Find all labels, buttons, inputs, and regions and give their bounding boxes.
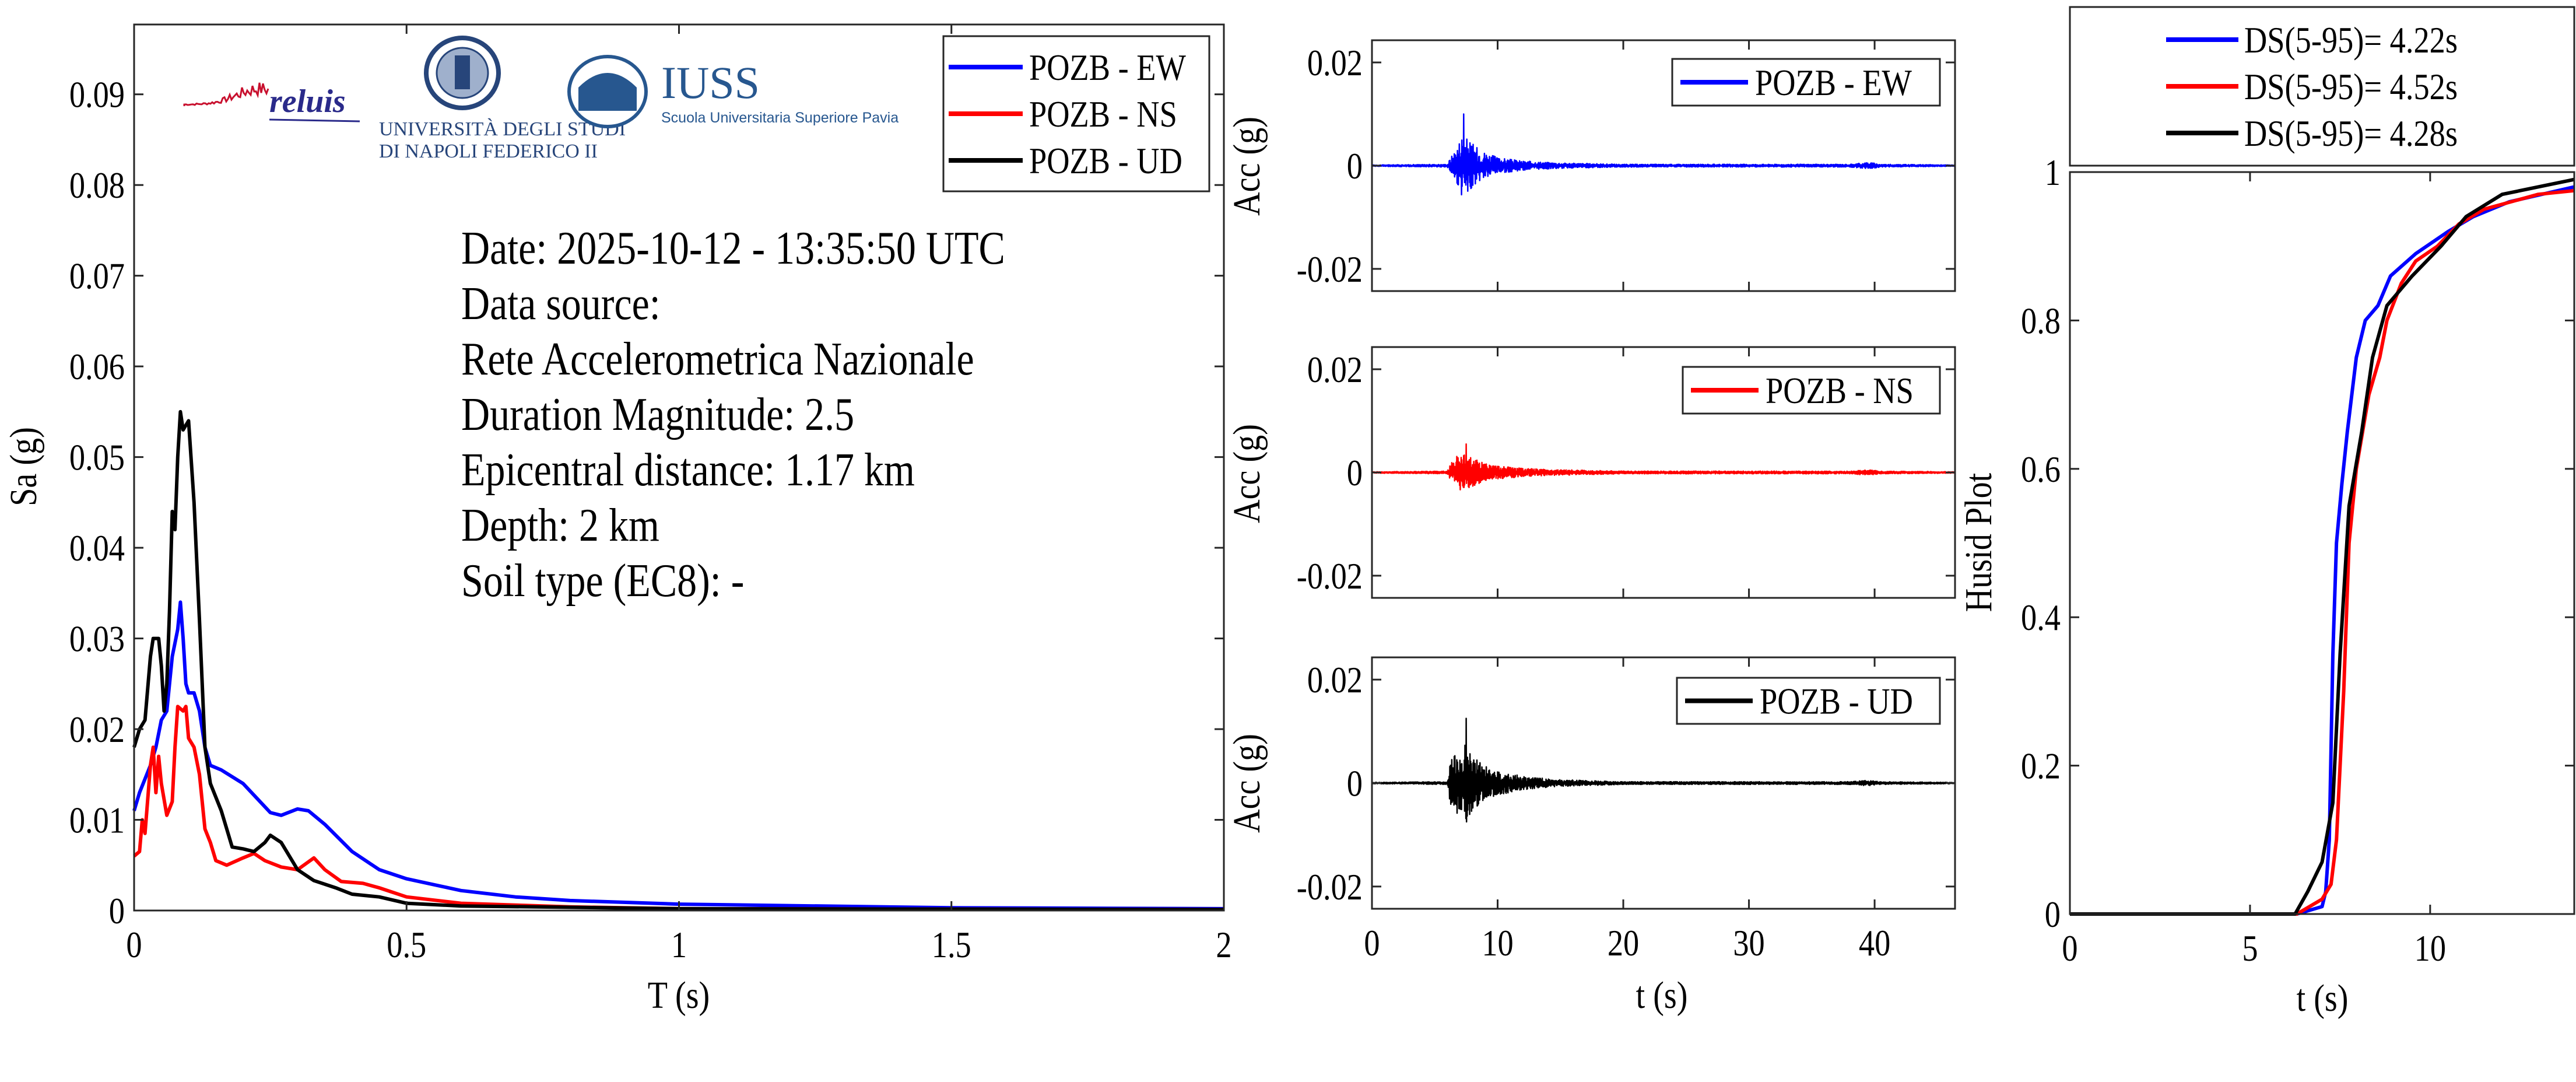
y-axis-label: Acc (g) — [1226, 424, 1268, 523]
acc-legend-ns-label: POZB - NS — [1766, 370, 1914, 411]
x-tick-label: 0.5 — [387, 924, 426, 965]
y-tick-label: 0.09 — [69, 74, 125, 115]
legend-ew-label: POZB - EW — [1029, 47, 1186, 88]
acc-legend-ew-label: POZB - EW — [1755, 62, 1912, 103]
y-tick-label: 0.02 — [1307, 42, 1363, 83]
acc-trace-ew — [1371, 113, 1956, 196]
y-tick-label: 0.01 — [69, 799, 125, 841]
husid-legend-ns-label: DS(5-95)= 4.52s — [2244, 66, 2458, 107]
info-source-label: Data source: — [461, 278, 661, 330]
info-date: Date: 2025-10-12 - 13:35:50 UTC — [461, 223, 1005, 274]
spectrum-line-ud — [132, 409, 1224, 912]
spectrum-line-ns — [133, 705, 1224, 912]
y-axis-label: Acc (g) — [1226, 117, 1268, 216]
x-tick-label: 20 — [1608, 922, 1639, 964]
y-tick-label: -0.02 — [1297, 248, 1363, 290]
acc-trace-ud — [1371, 717, 1956, 823]
y-tick-label: 0.2 — [2021, 745, 2061, 786]
y-tick-label: 0 — [2045, 894, 2061, 935]
acc-legend-ud-label: POZB - UD — [1760, 680, 1913, 722]
info-depth: Depth: 2 km — [461, 500, 659, 551]
iuss-logo: IUSS Scuola Universitaria Superiore Pavi… — [567, 55, 899, 128]
husid-axes — [2069, 171, 2575, 915]
y-axis-label: Sa (g) — [2, 427, 45, 506]
info-soil: Soil type (EC8): - — [461, 555, 744, 607]
info-distance: Epicentral distance: 1.17 km — [461, 444, 915, 496]
unina-line1: UNIVERSITÀ DEGLI STUDI — [379, 118, 626, 140]
x-tick-label: 10 — [1482, 922, 1513, 964]
info-source: Rete Accelerometrica Nazionale — [461, 334, 974, 385]
unina-logo: UNIVERSITÀ DEGLI STUDI DI NAPOLI FEDERIC… — [379, 36, 626, 162]
y-tick-label: 0.03 — [69, 618, 125, 659]
info-magnitude: Duration Magnitude: 2.5 — [461, 389, 854, 440]
x-tick-label: 30 — [1733, 922, 1764, 964]
y-tick-label: 0.08 — [69, 164, 125, 206]
y-tick-label: 0.8 — [2021, 300, 2061, 341]
x-tick-label: 40 — [1859, 922, 1890, 964]
y-tick-label: -0.02 — [1297, 555, 1363, 597]
x-axis-label: T (s) — [648, 974, 710, 1017]
iuss-subtitle: Scuola Universitaria Superiore Pavia — [661, 110, 899, 126]
x-tick-label: 1 — [671, 924, 687, 965]
y-axis-label: Acc (g) — [1226, 734, 1268, 833]
y-tick-label: 0.6 — [2021, 449, 2061, 490]
y-tick-label: 0.07 — [69, 255, 125, 297]
y-tick-label: -0.02 — [1297, 866, 1363, 908]
y-tick-label: 0.05 — [69, 437, 125, 478]
legend-ns-label: POZB - NS — [1029, 93, 1177, 135]
x-axis-label: t (s) — [2297, 977, 2349, 1020]
iuss-text: IUSS — [661, 57, 760, 108]
spectrum-line-ew — [132, 600, 1224, 911]
y-axis-label: Husid Plot — [1957, 473, 2000, 612]
x-axis-label: t (s) — [1636, 974, 1688, 1017]
y-tick-label: 0.02 — [1307, 659, 1363, 701]
reluis-logo-text: reluis — [269, 83, 346, 120]
y-tick-label: 0 — [1347, 762, 1363, 804]
x-tick-label: 1.5 — [932, 924, 971, 965]
husid-legend-ew-label: DS(5-95)= 4.22s — [2244, 19, 2458, 61]
y-tick-label: 0 — [1347, 452, 1363, 493]
y-tick-label: 1 — [2045, 152, 2061, 193]
x-tick-label: 0 — [2062, 927, 2077, 969]
husid-legend-ud-label: DS(5-95)= 4.28s — [2244, 113, 2458, 154]
y-tick-label: 0.02 — [69, 709, 125, 750]
unina-line2: DI NAPOLI FEDERICO II — [379, 141, 598, 162]
y-tick-label: 0.04 — [69, 527, 125, 569]
y-tick-label: 0.06 — [69, 346, 125, 387]
x-tick-label: 0 — [1364, 922, 1380, 964]
legend-ud-label: POZB - UD — [1029, 140, 1182, 181]
reluis-logo: reluis — [183, 82, 360, 122]
y-tick-label: 0 — [109, 890, 125, 932]
acc-trace-ns — [1371, 443, 1956, 491]
seismogram-wave — [183, 82, 269, 106]
event-info: Date: 2025-10-12 - 13:35:50 UTC Data sou… — [461, 223, 1005, 607]
x-tick-label: 10 — [2414, 927, 2446, 969]
y-tick-label: 0.02 — [1307, 349, 1363, 390]
husid-legend — [2069, 6, 2575, 167]
y-tick-label: 0.4 — [2021, 597, 2061, 638]
x-tick-label: 5 — [2242, 927, 2258, 969]
seismogram-icon — [183, 82, 269, 106]
acc-legend-ns — [1682, 366, 1941, 415]
husid-line-ud — [2070, 177, 2575, 916]
x-tick-label: 2 — [1216, 924, 1231, 965]
x-tick-label: 0 — [126, 924, 142, 965]
y-tick-label: 0 — [1347, 145, 1363, 187]
